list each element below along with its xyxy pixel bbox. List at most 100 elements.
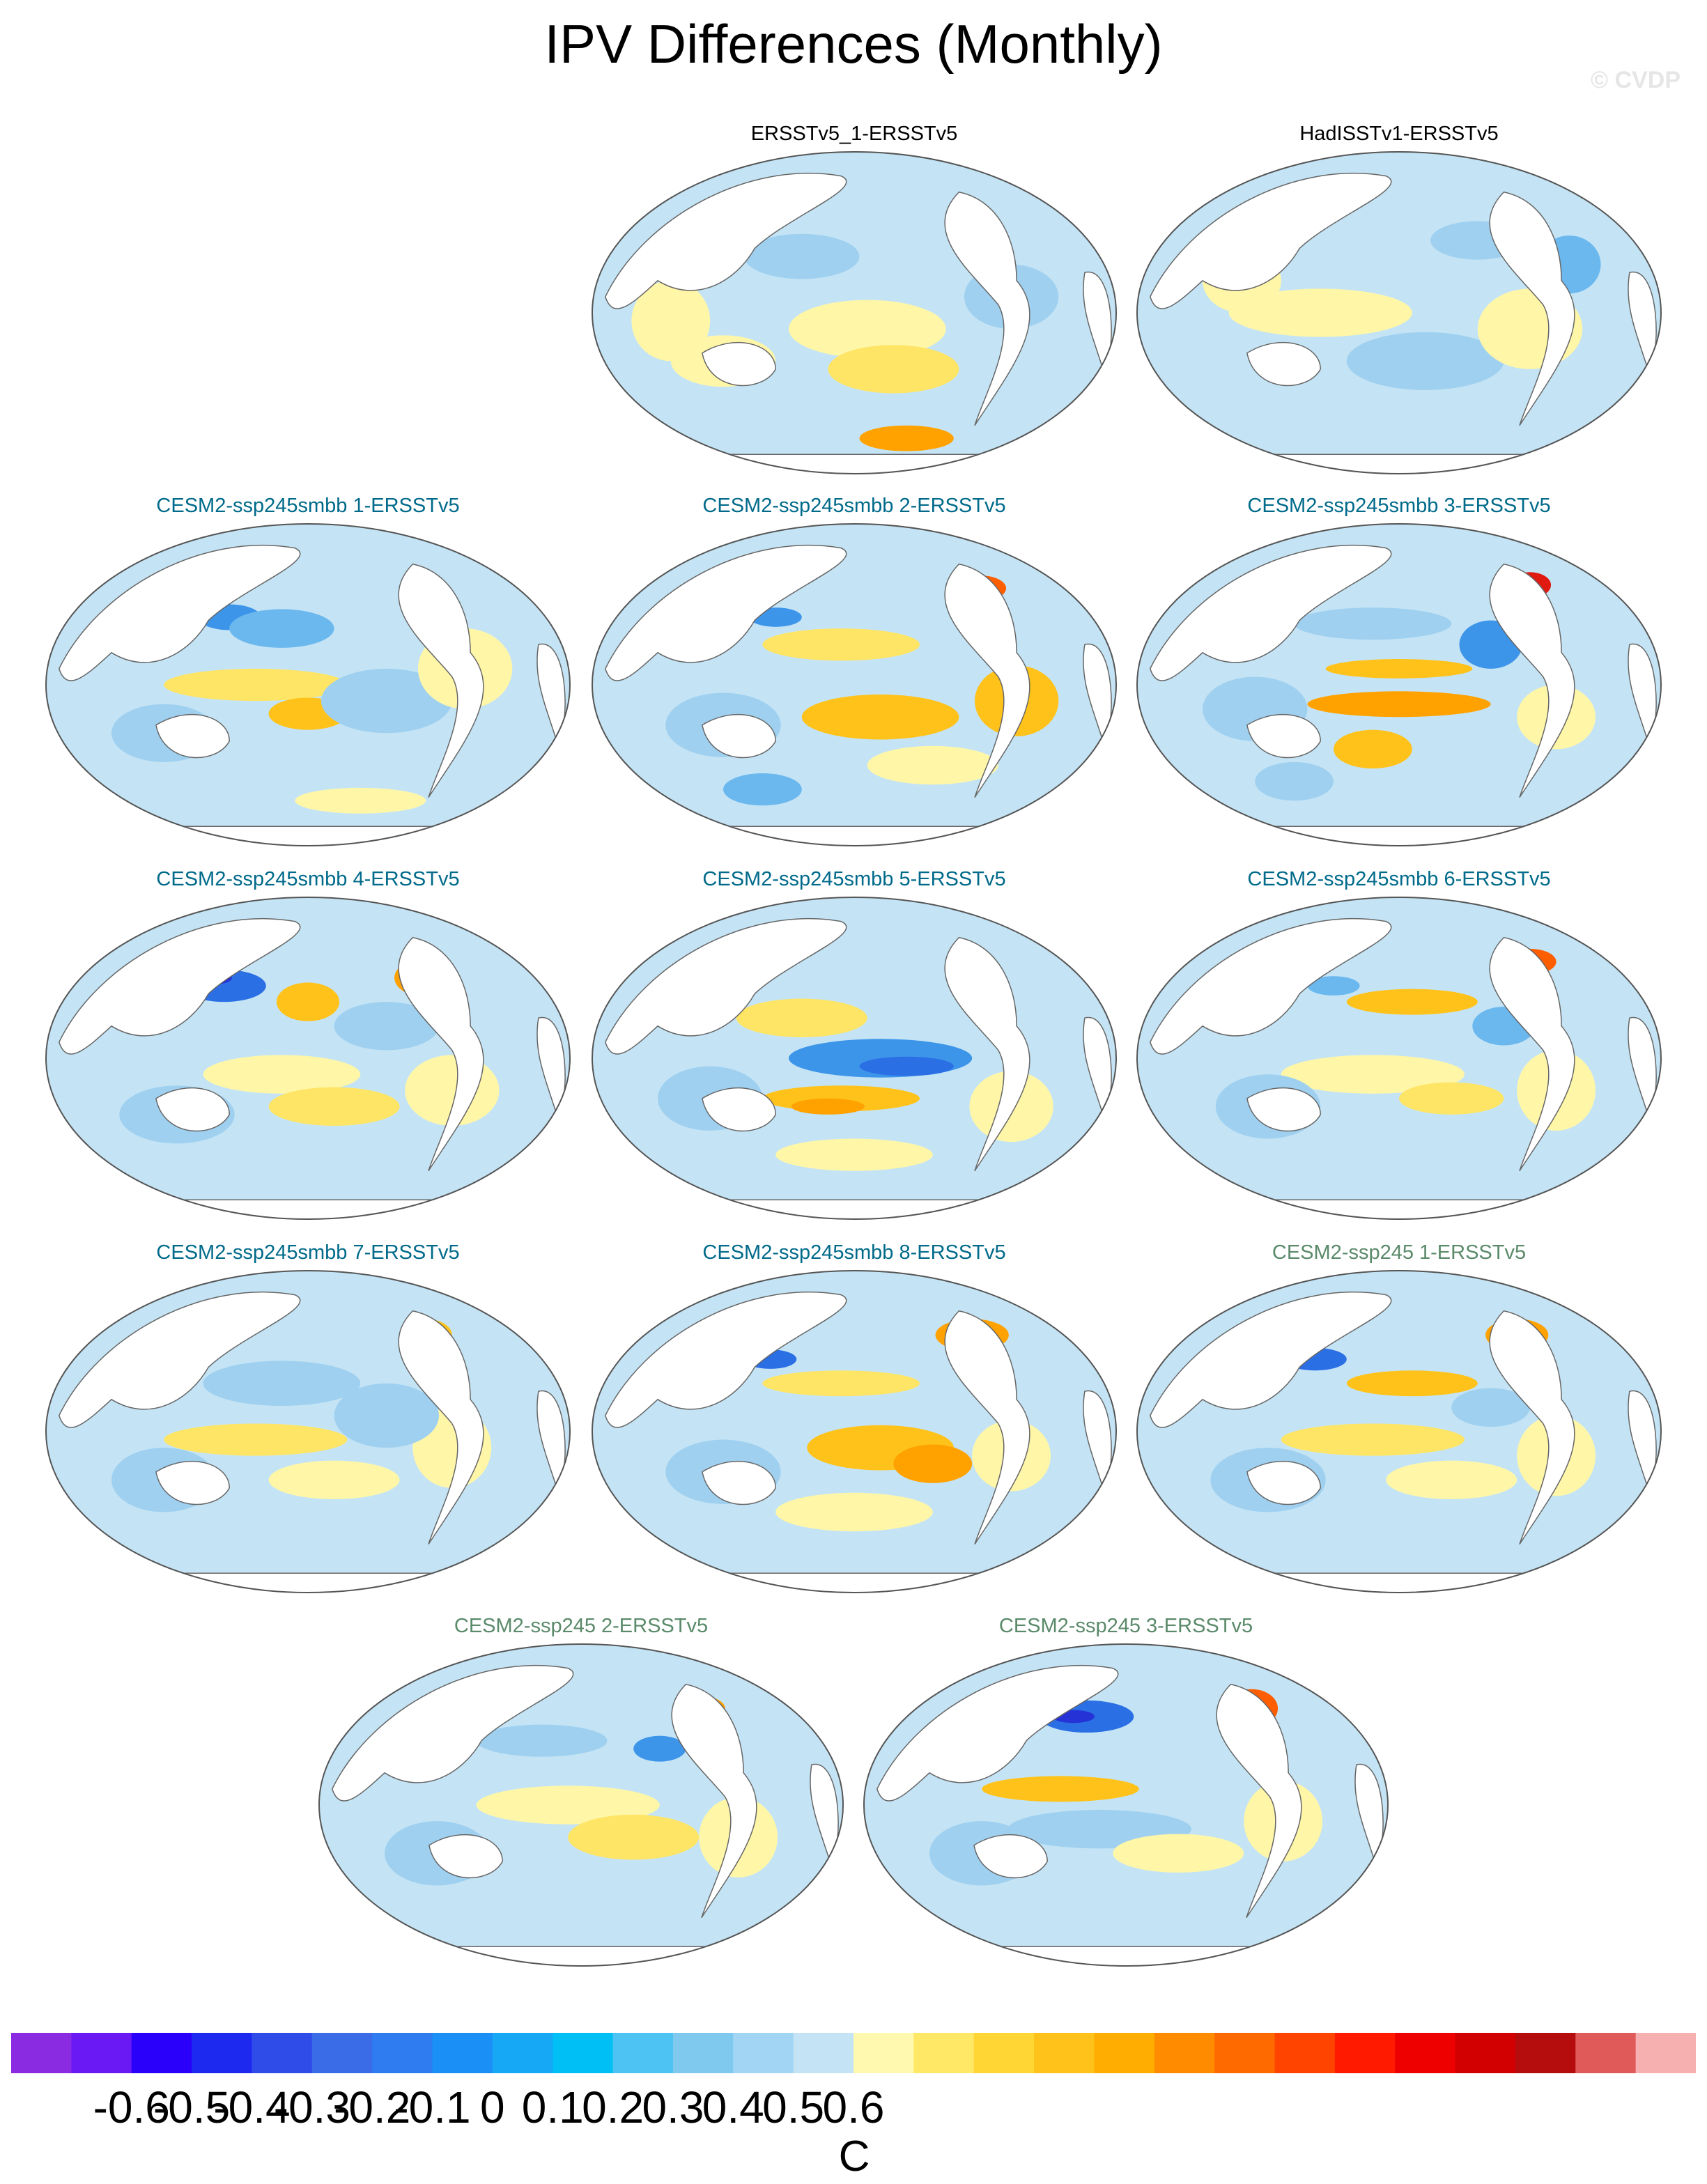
colorbar-swatch	[1154, 2033, 1215, 2073]
colorbar-swatch	[252, 2033, 313, 2073]
world-map	[1136, 523, 1662, 846]
map-border	[592, 897, 1117, 1220]
colorbar-swatch	[432, 2033, 493, 2073]
colorbar-swatch	[1635, 2033, 1696, 2073]
colorbar-swatch	[733, 2033, 794, 2073]
colorbar-swatch	[1575, 2033, 1637, 2073]
panel-title: CESM2-ssp245smbb 8-ERSSTv5	[702, 1241, 1006, 1264]
anomaly-region	[1255, 761, 1334, 801]
anomaly-region	[476, 1724, 608, 1757]
colorbar-swatch	[672, 2033, 734, 2073]
anomaly-region	[276, 982, 340, 1021]
eurasia-land	[604, 918, 847, 1055]
panel-title: ERSSTv5_1-ERSSTv5	[750, 123, 958, 145]
anomaly-region	[1281, 1423, 1465, 1456]
australia-land	[702, 1461, 776, 1505]
anomaly-region	[867, 745, 998, 785]
panel-title: CESM2-ssp245smbb 7-ERSSTv5	[156, 1241, 460, 1264]
colorbar-swatch	[311, 2033, 373, 2073]
eurasia-land	[1149, 918, 1392, 1055]
australia-land	[155, 714, 230, 759]
colorbar-swatch	[492, 2033, 553, 2073]
australia-land	[1246, 1087, 1321, 1132]
panel-title: CESM2-ssp245smbb 4-ERSSTv5	[156, 868, 460, 890]
panel-title: CESM2-ssp245smbb 5-ERSSTv5	[702, 868, 1006, 890]
world-map	[1136, 897, 1662, 1220]
anomaly-region	[633, 1735, 686, 1762]
map-panel: ERSSTv5_1-ERSSTv5	[589, 123, 1119, 478]
colorbar-swatch	[372, 2033, 433, 2073]
map-panel: CESM2-ssp245 3-ERSSTv5	[861, 1615, 1391, 1970]
australia-land	[428, 1834, 503, 1879]
eurasia-land	[604, 173, 847, 309]
anomaly-region	[164, 1423, 348, 1456]
eurasia-land	[331, 1665, 574, 1802]
antarctica-land	[46, 1572, 570, 1593]
colorbar-swatch	[1455, 2033, 1516, 2073]
colorbar-swatch	[1334, 2033, 1396, 2073]
americas-land	[398, 936, 484, 1172]
world-map	[45, 523, 571, 846]
map-border	[1136, 897, 1662, 1220]
eurasia-land	[1149, 1292, 1392, 1428]
colorbar-tick-label: -0.4	[213, 2082, 291, 2132]
figure-title: IPV Differences (Monthly)	[544, 13, 1163, 75]
antarctica-land	[319, 1946, 843, 1966]
colorbar-tick-label: -0.1	[394, 2082, 471, 2132]
map-panel: CESM2-ssp245smbb 2-ERSSTv5	[589, 495, 1119, 850]
colorbar-tick-label: 0.6	[822, 2082, 885, 2132]
antarctica-land	[1137, 826, 1661, 846]
panel-title: CESM2-ssp245smbb 3-ERSSTv5	[1247, 495, 1551, 517]
americas-land	[1489, 936, 1575, 1172]
colorbar-tick-label: 0.3	[642, 2082, 704, 2132]
antarctica-land	[592, 1572, 1116, 1593]
americas-land	[1216, 1683, 1302, 1919]
antarctica-land	[592, 454, 1116, 474]
world-map	[592, 1270, 1117, 1593]
colorbar-tick-label: -0.2	[334, 2082, 411, 2132]
map-border	[592, 1270, 1117, 1593]
anomaly-region	[723, 773, 802, 806]
anomaly-region	[1325, 659, 1473, 679]
anomaly-region	[1334, 729, 1412, 769]
australia-land	[702, 1087, 776, 1132]
anomaly-region	[320, 668, 452, 734]
americas-land	[944, 1310, 1030, 1545]
world-map	[592, 523, 1117, 846]
australia-land	[155, 1461, 230, 1505]
anomaly-region	[476, 1786, 660, 1825]
anomaly-region	[762, 628, 920, 661]
anomaly-region	[762, 1370, 920, 1397]
eurasia-land	[876, 1665, 1119, 1802]
colorbar-tick-label: 0.1	[521, 2082, 584, 2132]
map-border	[592, 523, 1117, 846]
colorbar-tick-label: -0.3	[273, 2082, 350, 2132]
colorbar-swatch	[553, 2033, 614, 2073]
anomaly-region	[1228, 288, 1412, 337]
colorbar-swatch	[1274, 2033, 1336, 2073]
antarctica-land	[1137, 454, 1661, 474]
colorbar-swatch	[793, 2033, 854, 2073]
anomaly-region	[801, 694, 959, 740]
anomaly-region	[789, 300, 946, 358]
eurasia-land	[604, 545, 847, 681]
anomaly-region	[295, 787, 426, 814]
australia-land	[702, 342, 776, 387]
australia-land	[1246, 342, 1321, 387]
anomaly-region	[791, 1098, 865, 1115]
australia-land	[973, 1834, 1048, 1879]
panel-title: HadISSTv1-ERSSTv5	[1299, 123, 1499, 145]
world-map	[592, 897, 1117, 1220]
world-map	[45, 897, 571, 1220]
eurasia-land	[604, 1292, 847, 1428]
antarctica-land	[1137, 1199, 1661, 1219]
panel-title: CESM2-ssp245 1-ERSSTv5	[1272, 1241, 1527, 1264]
anomaly-region	[1346, 989, 1478, 1015]
eurasia-land	[58, 918, 301, 1055]
antarctica-land	[46, 826, 570, 846]
map-border	[45, 1270, 571, 1593]
anomaly-region	[203, 1055, 361, 1094]
colorbar-tick-label: 0.2	[582, 2082, 644, 2132]
colorbar-tick-label: 0.5	[762, 2082, 825, 2132]
map-panel: CESM2-ssp245smbb 8-ERSSTv5	[589, 1241, 1119, 1597]
